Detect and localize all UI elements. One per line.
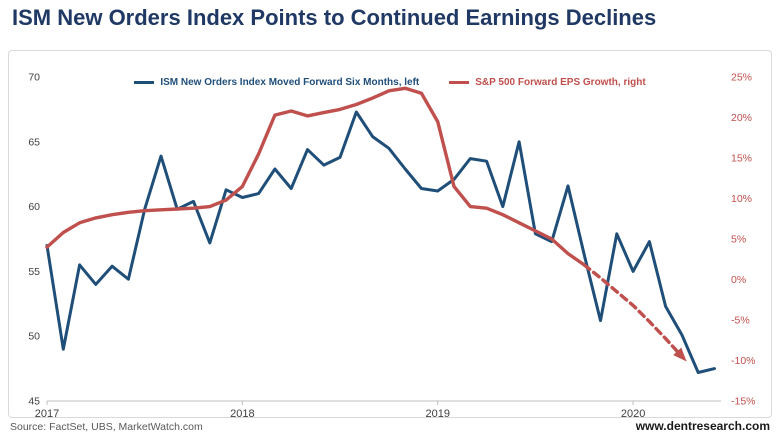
y-left-label: 60 — [28, 201, 40, 213]
x-axis-label: 2020 — [621, 408, 645, 417]
y-right-label: -15% — [731, 396, 756, 408]
chart-title: ISM New Orders Index Points to Continued… — [12, 5, 657, 30]
chart-frame: 2017 2018 2019 2020 70 65 60 55 50 45 25% 20% 15% 10%… — [8, 50, 772, 418]
y-right-label: 20% — [731, 112, 752, 124]
y-right-label: 5% — [731, 234, 746, 246]
y-left-label: 70 — [28, 72, 40, 84]
source-note: Source: FactSet, UBS, MarketWatch.com — [10, 421, 203, 433]
y-right-label: 0% — [731, 274, 746, 286]
x-axis-label: 2017 — [35, 408, 59, 417]
y-left-label: 45 — [28, 396, 40, 408]
y-left-label: 65 — [28, 136, 40, 148]
y-left-label: 50 — [28, 331, 40, 343]
y-right-label: -10% — [731, 355, 756, 367]
y-right-label: 10% — [731, 193, 752, 205]
footer: Source: FactSet, UBS, MarketWatch.com ww… — [10, 419, 770, 433]
chart-canvas: 2017 2018 2019 2020 70 65 60 55 50 45 25% 20% 15% 10%… — [28, 72, 756, 418]
y-right-label: 25% — [731, 72, 752, 84]
y-right-label: -5% — [731, 315, 750, 327]
series-sp500-eps-growth-forecast — [582, 263, 687, 362]
x-axis-label: 2018 — [230, 408, 254, 417]
series-sp500-eps-growth — [45, 86, 586, 267]
website-url: www.dentresearch.com — [635, 419, 770, 433]
x-axis-label: 2019 — [425, 408, 449, 417]
series-ism-new-orders — [45, 110, 716, 374]
y-right-label: 15% — [731, 153, 752, 165]
y-left-label: 55 — [28, 266, 40, 278]
